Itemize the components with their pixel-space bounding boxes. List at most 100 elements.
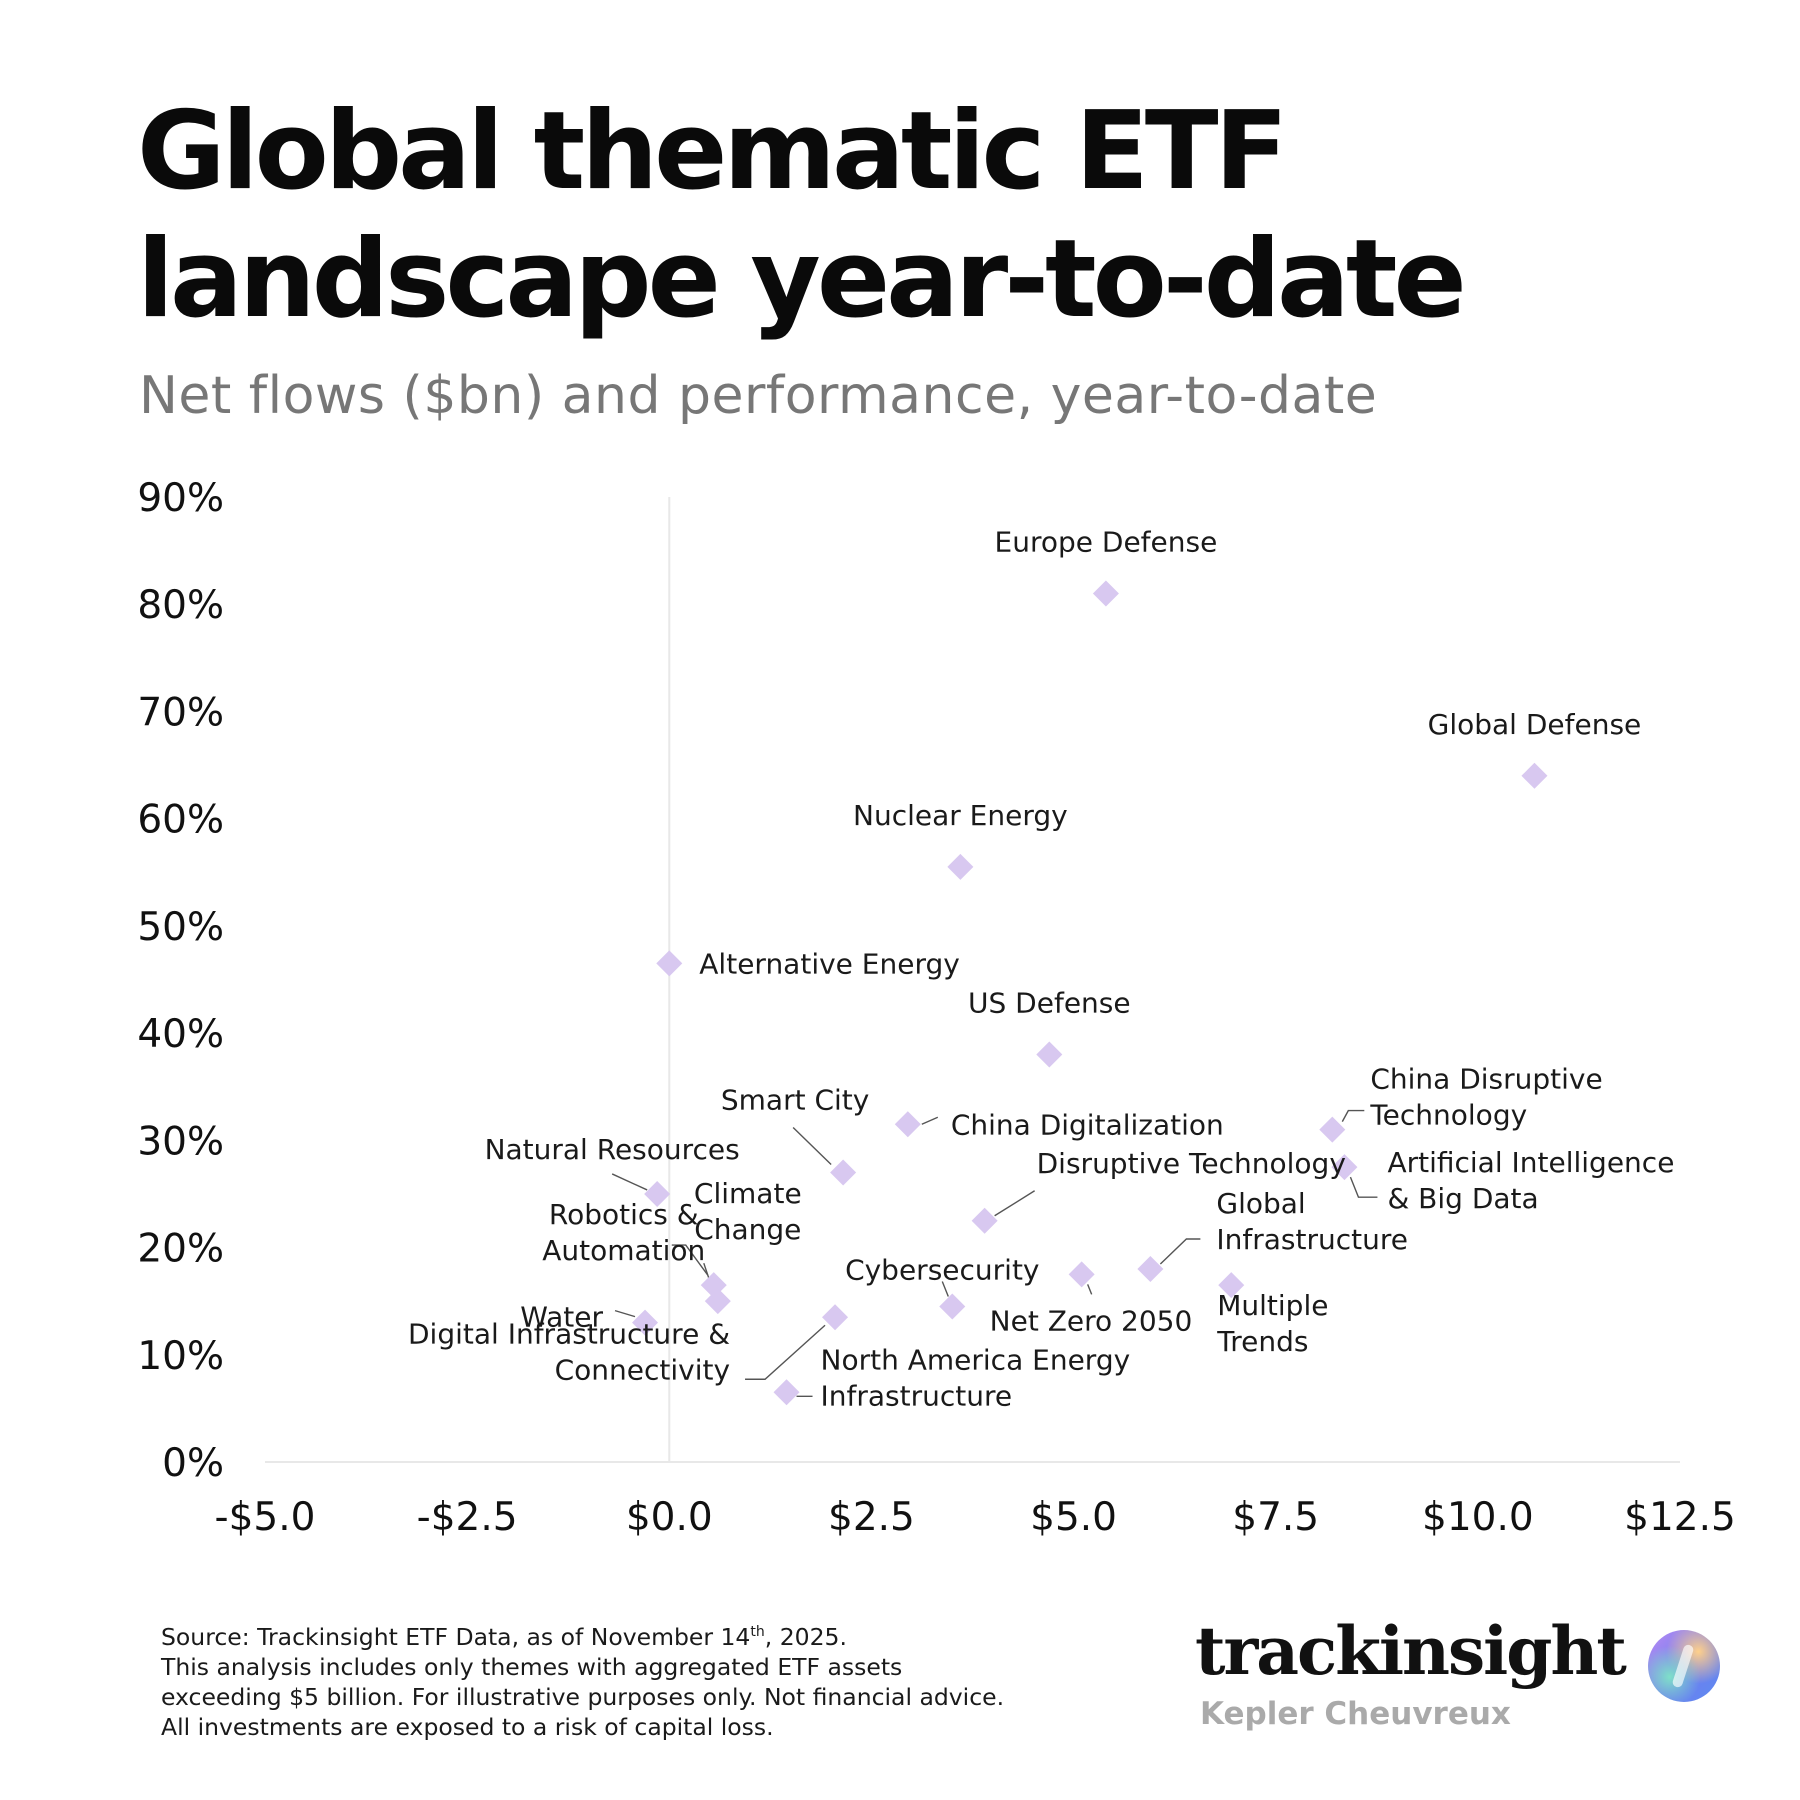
label-line-multiple-trends: Multiple xyxy=(1217,1289,1328,1322)
chart-axes: -$5.0 -$2.5 $0.0 $2.5 $5.0 $7.5 $10.0 $12.5 0% 10… xyxy=(137,476,1736,1540)
footer-source-note: Source: Trackinsight ETF Data, as of Nov… xyxy=(161,1622,1091,1742)
label-line-global-defense: Global Defense xyxy=(1428,708,1642,741)
label-disruptive-technology: Disruptive Technology xyxy=(1037,1147,1346,1180)
label-line-multiple-trends: Trends xyxy=(1216,1325,1308,1358)
brand-subtitle: Kepler Cheuvreux xyxy=(1200,1696,1511,1732)
leader-line-net-zero-2050 xyxy=(1087,1284,1093,1295)
marker-digital-infrastructure-and-connectivity xyxy=(822,1304,849,1331)
leader-line-china-disruptive-technology xyxy=(1341,1109,1365,1122)
label-cybersecurity: Cybersecurity xyxy=(845,1254,1039,1287)
label-china-disruptive-technology: China Disruptive Technology xyxy=(1369,1063,1602,1132)
marker-artificial-intelligence-and-big-data xyxy=(1331,1154,1358,1181)
x-tick-label: $0.0 xyxy=(626,1495,713,1540)
label-water: Water xyxy=(520,1301,603,1334)
marker-north-america-energy-infrastructure xyxy=(773,1379,800,1406)
footer-line-4: All investments are exposed to a risk of… xyxy=(161,1713,774,1741)
label-smart-city: Smart City xyxy=(721,1084,869,1117)
label-natural-resources: Natural Resources xyxy=(485,1133,740,1166)
label-artificial-intelligence-and-big-data: Artificial Intelligence & Big Data xyxy=(1387,1146,1674,1215)
x-tick-label: $10.0 xyxy=(1422,1495,1534,1540)
footer-line-1: Source: Trackinsight ETF Data, as of Nov… xyxy=(161,1622,1091,1652)
leader-line-robotics-and-automation xyxy=(671,1244,709,1276)
label-net-zero-2050: Net Zero 2050 xyxy=(990,1304,1193,1337)
label-line-china-disruptive-technology: China Disruptive xyxy=(1370,1063,1602,1096)
marker-global-defense xyxy=(1521,762,1548,789)
y-tick-label: 80% xyxy=(137,583,224,628)
label-alternative-energy: Alternative Energy xyxy=(699,947,960,980)
chart-subtitle: Net flows ($bn) and performance, year-to… xyxy=(139,366,1378,426)
scatter-chart: -$5.0 -$2.5 $0.0 $2.5 $5.0 $7.5 $10.0 $12.5 0% 10… xyxy=(137,476,1736,1540)
x-tick-label: $5.0 xyxy=(1030,1495,1117,1540)
label-line-north-america-energy-infrastructure: North America Energy xyxy=(821,1343,1131,1376)
footer-source-superscript: th xyxy=(750,1624,765,1641)
y-tick-label: 60% xyxy=(137,798,224,843)
footer-source-text: Source: Trackinsight ETF Data, as of Nov… xyxy=(161,1623,751,1651)
marker-alternative-energy xyxy=(656,950,683,977)
x-tick-label: $7.5 xyxy=(1232,1495,1319,1540)
leader-line-digital-infrastructure-and-connectivity xyxy=(745,1324,826,1380)
label-global-infrastructure: Global Infrastructure xyxy=(1216,1187,1408,1256)
y-tick-label: 50% xyxy=(137,905,224,950)
leader-line-smart-city xyxy=(792,1126,832,1166)
marker-europe-defense xyxy=(1092,580,1119,607)
label-digital-infrastructure-and-connectivity: Digital Infrastructure & Connectivity xyxy=(408,1317,730,1386)
y-tick-label: 0% xyxy=(162,1441,224,1486)
label-north-america-energy-infrastructure: North America Energy Infrastructure xyxy=(821,1343,1131,1412)
marker-nuclear-energy xyxy=(947,853,974,880)
gradient-orb-icon xyxy=(1648,1630,1720,1702)
x-tick-label: -$2.5 xyxy=(417,1495,518,1540)
label-line-robotics-and-automation: Automation xyxy=(542,1234,705,1267)
marker-cybersecurity xyxy=(939,1293,966,1320)
label-line-climate-change: Climate xyxy=(694,1177,802,1210)
footer-source-year: , 2025. xyxy=(764,1623,847,1651)
label-us-defense: US Defense xyxy=(968,987,1131,1020)
brand-block: trackinsight Kepler Cheuvreux xyxy=(1195,1612,1635,1742)
label-line-digital-infrastructure-and-connectivity: Digital Infrastructure & xyxy=(408,1317,730,1350)
marker-water xyxy=(632,1309,659,1336)
label-nuclear-energy: Nuclear Energy xyxy=(853,799,1068,832)
leader-line-cybersecurity xyxy=(941,1281,949,1297)
y-tick-label: 30% xyxy=(137,1119,224,1164)
point-labels: Europe Defense Global Defense Nuclear Ener… xyxy=(408,526,1674,1413)
label-robotics-and-automation: Robotics & Automation xyxy=(542,1198,705,1267)
marker-china-digitalization xyxy=(894,1111,921,1138)
leader-line-natural-resources xyxy=(611,1173,648,1191)
footer-line-3: exceeding $5 billion. For illustrative p… xyxy=(161,1683,1005,1711)
label-china-digitalization: China Digitalization xyxy=(951,1108,1224,1141)
label-climate-change: Climate Change xyxy=(694,1177,802,1246)
leader-line-global-infrastructure xyxy=(1159,1238,1201,1265)
label-europe-defense: Europe Defense xyxy=(995,526,1218,559)
y-tick-label: 90% xyxy=(137,476,224,521)
chart-title-line-2: landscape year-to-date xyxy=(137,217,1467,342)
label-line-net-zero-2050: Net Zero 2050 xyxy=(990,1304,1193,1337)
label-line-alternative-energy: Alternative Energy xyxy=(699,947,960,980)
y-tick-label: 70% xyxy=(137,690,224,735)
marker-china-disruptive-technology xyxy=(1319,1116,1346,1143)
marker-net-zero-2050 xyxy=(1068,1261,1095,1288)
label-multiple-trends: Multiple Trends xyxy=(1216,1289,1328,1358)
marker-disruptive-technology xyxy=(971,1207,998,1234)
x-tick-label: $12.5 xyxy=(1624,1495,1736,1540)
marker-natural-resources xyxy=(644,1180,671,1207)
label-line-artificial-intelligence-and-big-data: Artificial Intelligence xyxy=(1387,1146,1674,1179)
marker-global-infrastructure xyxy=(1137,1256,1164,1282)
label-line-digital-infrastructure-and-connectivity: Connectivity xyxy=(555,1353,730,1386)
label-line-disruptive-technology: Disruptive Technology xyxy=(1037,1147,1346,1180)
y-tick-label: 10% xyxy=(137,1334,224,1379)
label-line-artificial-intelligence-and-big-data: & Big Data xyxy=(1387,1182,1538,1215)
leader-line-china-digitalization xyxy=(921,1116,939,1125)
marker-multiple-trends xyxy=(1218,1272,1245,1299)
leader-line-artificial-intelligence-and-big-data xyxy=(1349,1176,1378,1198)
y-tick-label: 40% xyxy=(137,1012,224,1057)
label-line-us-defense: US Defense xyxy=(968,987,1131,1020)
footer-line-2: This analysis includes only themes with … xyxy=(161,1653,903,1681)
label-line-water: Water xyxy=(520,1301,603,1334)
label-line-cybersecurity: Cybersecurity xyxy=(845,1254,1039,1287)
label-line-robotics-and-automation: Robotics & xyxy=(549,1198,699,1231)
marker-smart-city xyxy=(830,1159,857,1186)
x-tick-label: $2.5 xyxy=(828,1495,915,1540)
label-global-defense: Global Defense xyxy=(1428,708,1642,741)
chart-markers xyxy=(632,580,1548,1406)
label-line-nuclear-energy: Nuclear Energy xyxy=(853,799,1068,832)
label-line-china-digitalization: China Digitalization xyxy=(951,1108,1224,1141)
